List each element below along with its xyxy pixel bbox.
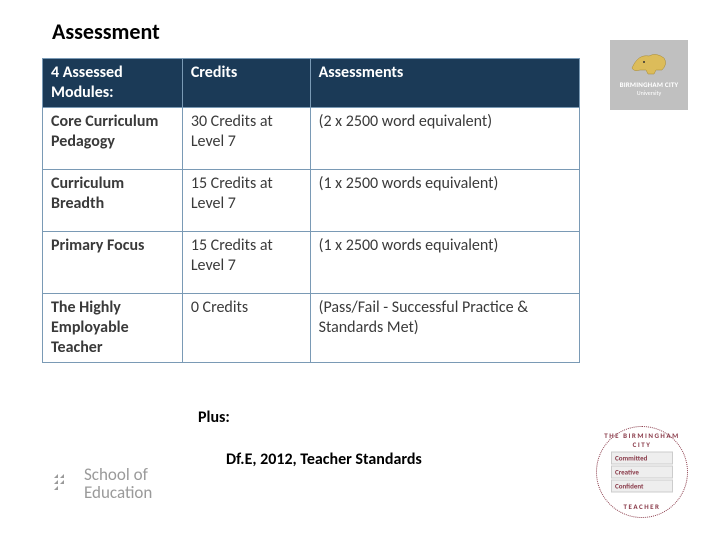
logo-text-sub: University (637, 89, 661, 97)
cell-module: The Highly Employable Teacher (43, 294, 183, 363)
cell-credits: 15 Credits at Level 7 (182, 232, 310, 294)
logo-text-main: BIRMINGHAM CITY (620, 80, 679, 89)
col-header-modules: 4 Assessed Modules: (43, 59, 183, 108)
cell-assess: (Pass/Fail - Successful Practice & Stand… (310, 294, 579, 363)
bcu-logo: BIRMINGHAM CITY University (610, 40, 688, 110)
cell-assess: (1 x 2500 words equivalent) (310, 232, 579, 294)
school-logo-line2: Education (84, 484, 152, 502)
badge-word-1: Committed (611, 452, 673, 465)
badge-word-2: Creative (611, 466, 673, 479)
school-logo-icon (52, 472, 76, 496)
cell-module: Primary Focus (43, 232, 183, 294)
badge-bottom-text: TEACHER (597, 502, 687, 511)
school-logo-text: School of Education (84, 466, 152, 502)
footer-reference: Df.E, 2012, Teacher Standards (226, 450, 422, 469)
cell-assess: (1 x 2500 words equivalent) (310, 170, 579, 232)
table-row: Core Curriculum Pedagogy 30 Credits at L… (43, 108, 580, 170)
badge-word-3: Confident (611, 480, 673, 493)
badge-top-text: THE BIRMINGHAM CITY (597, 431, 687, 449)
col-header-assessments: Assessments (310, 59, 579, 108)
col-header-credits: Credits (182, 59, 310, 108)
cell-credits: 15 Credits at Level 7 (182, 170, 310, 232)
cell-assess: (2 x 2500 word equivalent) (310, 108, 579, 170)
cell-credits: 30 Credits at Level 7 (182, 108, 310, 170)
cell-credits: 0 Credits (182, 294, 310, 363)
assessment-table: 4 Assessed Modules: Credits Assessments … (42, 58, 580, 363)
table-row: Curriculum Breadth 15 Credits at Level 7… (43, 170, 580, 232)
plus-label: Plus: (198, 408, 230, 427)
page-title: Assessment (52, 18, 160, 45)
table-header-row: 4 Assessed Modules: Credits Assessments (43, 59, 580, 108)
cell-module: Core Curriculum Pedagogy (43, 108, 183, 170)
teacher-badge: THE BIRMINGHAM CITY Committed Creative C… (592, 422, 692, 522)
table-row: The Highly Employable Teacher 0 Credits … (43, 294, 580, 363)
school-of-education-logo: School of Education (52, 466, 152, 502)
cell-module: Curriculum Breadth (43, 170, 183, 232)
table-row: Primary Focus 15 Credits at Level 7 (1 x… (43, 232, 580, 294)
